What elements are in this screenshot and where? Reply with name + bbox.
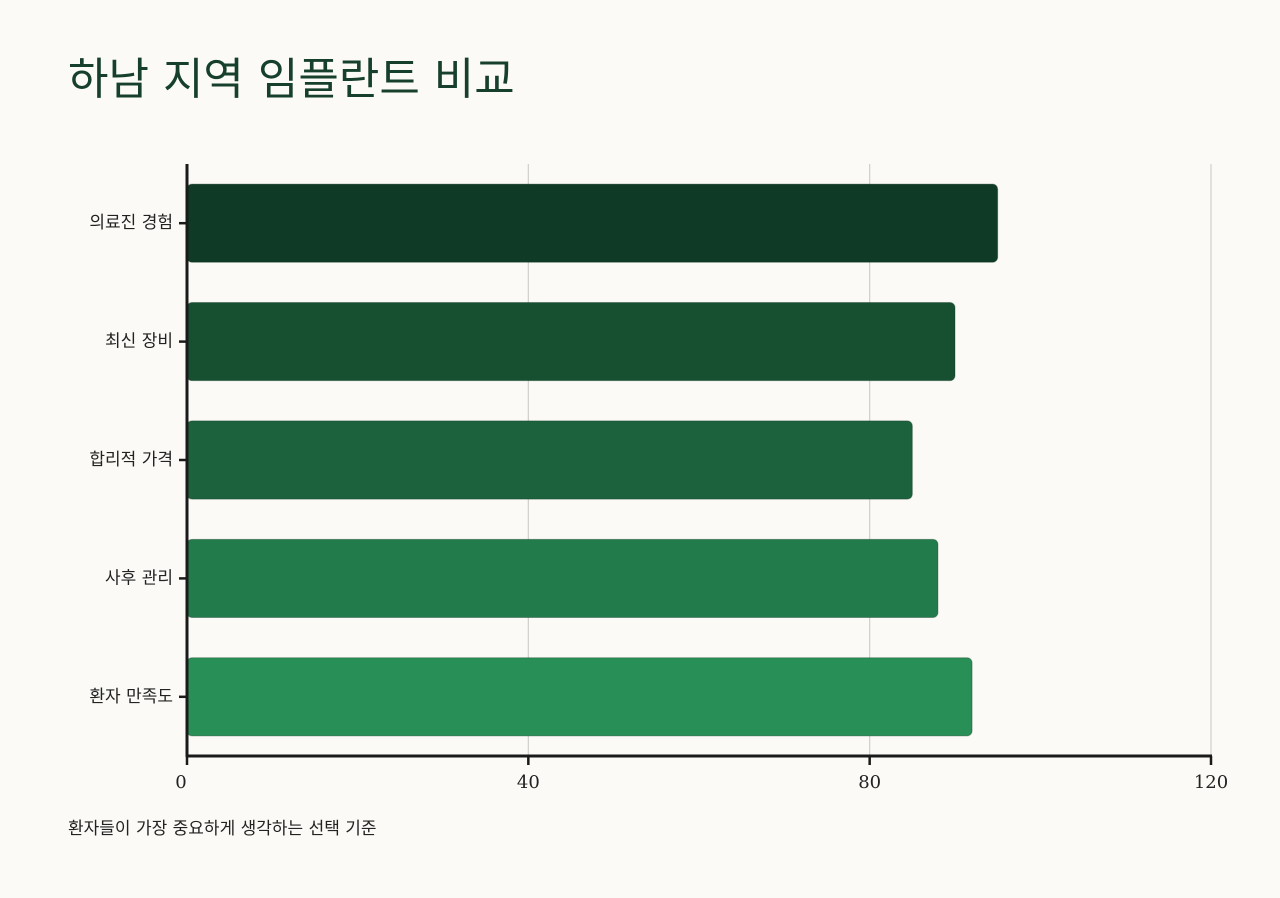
x-tick-label-120: 120 xyxy=(1194,772,1228,793)
x-tick-label-40: 40 xyxy=(517,772,540,793)
bars xyxy=(186,183,999,737)
category-label-5: 환자 만족도 xyxy=(89,687,173,707)
x-tick-label-0: 0 xyxy=(175,772,186,793)
category-label-1: 의료진 경험 xyxy=(89,213,173,233)
bar-1 xyxy=(186,183,999,263)
bar-4 xyxy=(186,538,939,618)
category-label-2: 최신 장비 xyxy=(105,332,173,352)
axes xyxy=(179,164,1213,765)
category-label-4: 사후 관리 xyxy=(105,568,173,588)
chart-title: 하남 지역 임플란트 비교 xyxy=(68,54,515,105)
chart-caption: 환자들이 가장 중요하게 생각하는 선택 기준 xyxy=(68,819,377,839)
bar-3 xyxy=(186,420,913,500)
bar-2 xyxy=(186,302,956,382)
category-label-3: 합리적 가격 xyxy=(89,450,173,470)
x-tick-label-80: 80 xyxy=(858,772,881,793)
bar-5 xyxy=(186,657,973,737)
